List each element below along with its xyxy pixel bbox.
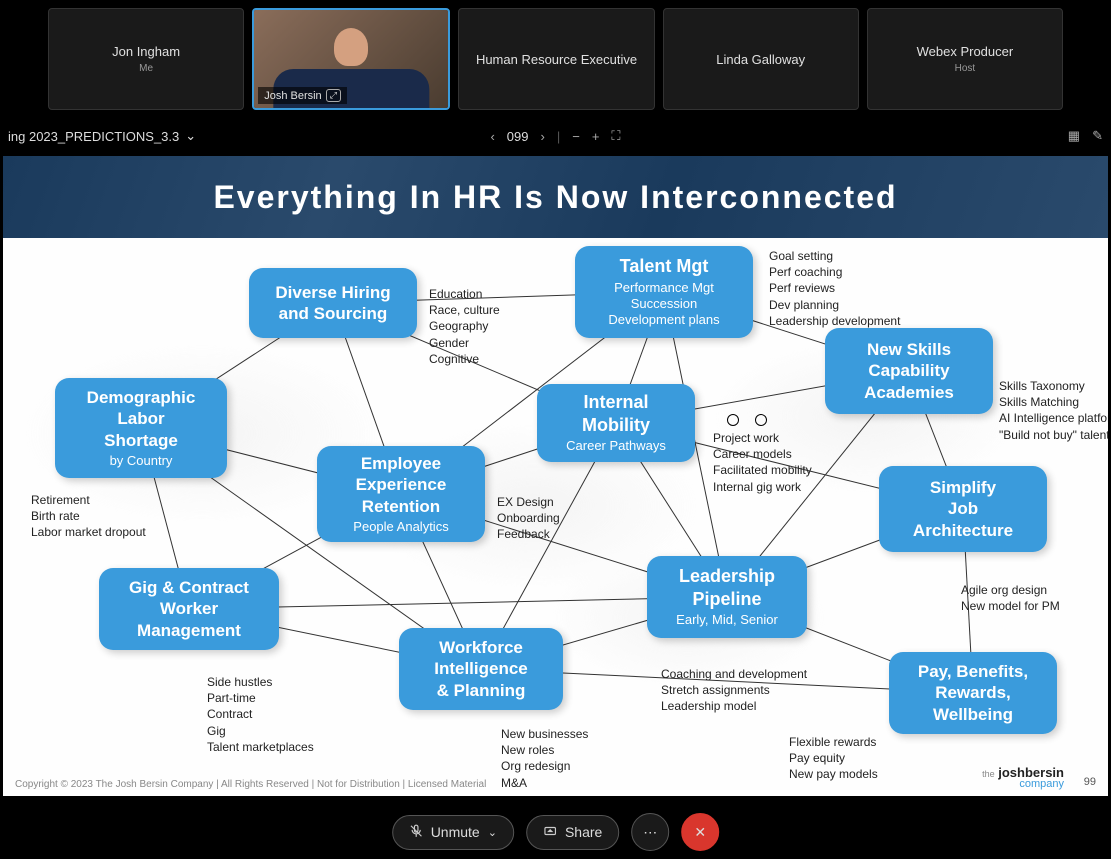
- node-subtitle: Career Pathways: [566, 438, 666, 454]
- node-title: Gig & ContractWorkerManagement: [129, 577, 249, 641]
- more-icon: ⋯: [643, 824, 657, 841]
- participant-role: Me: [139, 63, 153, 74]
- diagram-node: EmployeeExperienceRetention People Analyt…: [317, 446, 485, 542]
- diagram-annotation: Agile org designNew model for PM: [961, 582, 1060, 614]
- participant-name: Jon Ingham: [112, 44, 180, 59]
- diagram-marker-circle: [727, 414, 739, 426]
- presentation-toolbar: ing 2023_PREDICTIONS_3.3 ⌄ ‹ 099 › | − +…: [0, 118, 1111, 154]
- unmute-button[interactable]: Unmute ⌄: [392, 815, 514, 850]
- participant-name: Webex Producer: [917, 44, 1014, 59]
- diagram-node: DemographicLaborShortage by Country: [55, 378, 227, 478]
- diagram-node: New SkillsCapabilityAcademies: [825, 328, 993, 414]
- node-title: LeadershipPipeline: [679, 565, 775, 610]
- node-title: Diverse Hiringand Sourcing: [275, 282, 390, 325]
- participant-name: Human Resource Executive: [476, 52, 637, 67]
- diagram-marker-circle: [755, 414, 767, 426]
- share-label: Share: [565, 824, 602, 840]
- diagram-node: SimplifyJobArchitecture: [879, 466, 1047, 552]
- participant-name: Linda Galloway: [716, 52, 805, 67]
- diagram-node: Talent MgtPerformance MgtSuccessionDevel…: [575, 246, 753, 338]
- node-subtitle: by Country: [110, 453, 173, 469]
- prev-slide-button[interactable]: ‹: [490, 129, 494, 144]
- node-subtitle: Early, Mid, Senior: [676, 612, 778, 628]
- node-title: EmployeeExperienceRetention: [356, 453, 447, 517]
- brand-logo: the joshbersin company: [982, 765, 1064, 790]
- diagram-annotation: EX DesignOnboardingFeedback: [497, 494, 560, 543]
- diagram-annotation: New businessesNew rolesOrg redesignM&A: [501, 726, 588, 791]
- node-title: InternalMobility: [582, 391, 650, 436]
- video-tile[interactable]: Jon Ingham Me: [48, 8, 244, 110]
- fullscreen-button[interactable]: ⛶: [611, 128, 620, 144]
- mic-muted-icon: [409, 824, 423, 841]
- slide-number: 099: [507, 129, 529, 144]
- participant-name-overlay: Josh Bersin⤢: [258, 87, 347, 104]
- share-icon: [543, 824, 557, 841]
- diagram-node: Diverse Hiringand Sourcing: [249, 268, 417, 338]
- node-subtitle: Performance MgtSuccessionDevelopment pla…: [608, 280, 719, 329]
- node-title: Pay, Benefits,Rewards,Wellbeing: [918, 661, 1028, 725]
- node-title: New SkillsCapabilityAcademies: [864, 339, 954, 403]
- diagram-annotation: Goal settingPerf coachingPerf reviewsDev…: [769, 248, 900, 329]
- node-title: Talent Mgt: [620, 255, 709, 278]
- page-number: 99: [1084, 776, 1096, 788]
- copyright-text: Copyright © 2023 The Josh Bersin Company…: [15, 779, 486, 790]
- node-title: WorkforceIntelligence& Planning: [434, 637, 528, 701]
- node-title: SimplifyJobArchitecture: [913, 477, 1013, 541]
- zoom-in-button[interactable]: +: [592, 129, 600, 144]
- more-options-button[interactable]: ⋯: [631, 813, 669, 851]
- video-tile[interactable]: Human Resource Executive: [458, 8, 654, 110]
- video-tile[interactable]: Webex Producer Host: [867, 8, 1063, 110]
- video-tile[interactable]: Linda Galloway: [663, 8, 859, 110]
- slide-canvas: Everything In HR Is Now Interconnected D…: [3, 156, 1108, 796]
- presentation-title: ing 2023_PREDICTIONS_3.3: [8, 129, 179, 144]
- slide-body: Diverse Hiringand Sourcing Talent MgtPerf…: [3, 238, 1108, 796]
- node-title: DemographicLaborShortage: [87, 387, 196, 451]
- leave-meeting-button[interactable]: ✕: [681, 813, 719, 851]
- diagram-annotation: RetirementBirth rateLabor market dropout: [31, 492, 146, 541]
- presentation-title-group[interactable]: ing 2023_PREDICTIONS_3.3 ⌄: [8, 128, 196, 144]
- slide-nav-controls: ‹ 099 › | − + ⛶: [490, 128, 620, 144]
- zoom-out-button[interactable]: −: [572, 129, 580, 144]
- video-thumbnails-strip: Jon Ingham Me Josh Bersin⤢ Human Resource E…: [0, 0, 1111, 118]
- diagram-annotation: Flexible rewardsPay equityNew pay models: [789, 734, 878, 783]
- video-tile[interactable]: Josh Bersin⤢: [252, 8, 450, 110]
- share-button[interactable]: Share: [526, 815, 619, 850]
- diagram-node: Pay, Benefits,Rewards,Wellbeing: [889, 652, 1057, 734]
- unmute-label: Unmute: [431, 824, 480, 840]
- participant-role: Host: [955, 63, 976, 74]
- node-subtitle: People Analytics: [353, 519, 448, 535]
- diagram-node: InternalMobility Career Pathways: [537, 384, 695, 462]
- diagram-annotation: Project workCareer modelsFacilitated mob…: [713, 430, 812, 495]
- diagram-node: LeadershipPipeline Early, Mid, Senior: [647, 556, 807, 638]
- diagram-node: WorkforceIntelligence& Planning: [399, 628, 563, 710]
- next-slide-button[interactable]: ›: [541, 129, 545, 144]
- diagram-annotation: EducationRace, cultureGeographyGenderCog…: [429, 286, 500, 367]
- diagram-node: Gig & ContractWorkerManagement: [99, 568, 279, 650]
- annotate-icon[interactable]: ✎: [1092, 128, 1103, 144]
- diagram-annotation: Skills TaxonomySkills MatchingAI Intelli…: [999, 378, 1108, 443]
- meeting-controls: Unmute ⌄ Share ⋯ ✕: [392, 813, 720, 851]
- chevron-down-icon: ⌄: [488, 826, 497, 839]
- chevron-down-icon: ⌄: [185, 128, 196, 144]
- expand-icon: ⤢: [326, 89, 341, 102]
- grid-view-icon[interactable]: ▦: [1068, 128, 1080, 144]
- diagram-annotation: Side hustlesPart-timeContractGigTalent m…: [207, 674, 314, 755]
- slide-title: Everything In HR Is Now Interconnected: [3, 156, 1108, 238]
- close-icon: ✕: [694, 824, 706, 841]
- diagram-annotation: Coaching and developmentStretch assignme…: [661, 666, 807, 715]
